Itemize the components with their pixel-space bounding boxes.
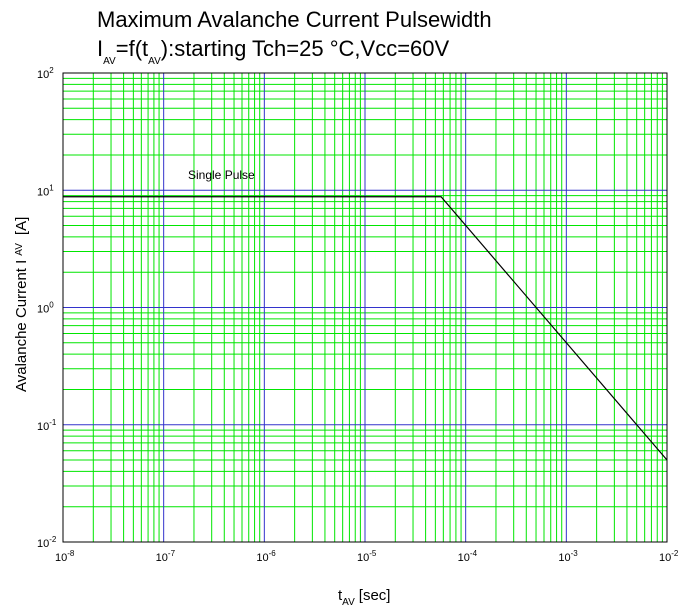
major-grid (63, 73, 667, 542)
y-label-main: Avalanche Current I (13, 260, 30, 392)
x-tick-label: 10-7 (156, 549, 176, 564)
chart-title: Maximum Avalanche Current Pulsewidth (97, 7, 492, 32)
annotations: Single Pulse (188, 168, 255, 182)
subtitle-rest: ):starting Tch=25 (161, 36, 330, 61)
chart-subtitle: IAV=f(tAV):starting Tch=25 °C,Vcc=60V (97, 36, 450, 67)
x-tick-label: 10-3 (558, 549, 578, 564)
plot-frame (62, 72, 668, 543)
y-tick-labels: 10-2 10-1 100 101 102 (37, 66, 57, 550)
y-tick-label: 102 (37, 66, 54, 81)
x-tick-label: 10-4 (458, 549, 478, 564)
subtitle-mid: =f(t (116, 36, 148, 61)
x-label-av: AV (342, 597, 355, 608)
y-label-av: AV (14, 243, 25, 256)
x-tick-label: 10-8 (55, 549, 75, 564)
y-tick-label: 10-2 (37, 535, 57, 550)
x-tick-label: 10-2 (659, 549, 679, 564)
annotation-single-pulse: Single Pulse (188, 168, 255, 182)
y-label-unit: [A] (13, 217, 30, 235)
x-label-unit: [sec] (359, 587, 391, 604)
x-tick-label: 10-6 (256, 549, 276, 564)
x-tick-labels: 10-8 10-7 10-6 10-5 10-4 10-3 10-2 (55, 549, 679, 564)
x-label-t: t (338, 587, 343, 604)
x-tick-label: 10-5 (357, 549, 377, 564)
subtitle-degree: ° (330, 36, 339, 61)
subtitle-av-sub2: AV (148, 56, 161, 67)
y-tick-label: 101 (37, 183, 54, 198)
subtitle-av-sub: AV (103, 56, 116, 67)
subtitle-i: I (97, 36, 103, 61)
y-axis-label: Avalanche Current I AV [A] (13, 217, 30, 392)
series-layer (63, 196, 668, 461)
subtitle-tail: C,Vcc=60V (339, 36, 450, 61)
y-tick-label: 100 (37, 301, 54, 316)
y-tick-label: 10-1 (37, 418, 57, 433)
x-axis-label: tAV [sec] (338, 587, 390, 608)
series-line (63, 196, 668, 461)
